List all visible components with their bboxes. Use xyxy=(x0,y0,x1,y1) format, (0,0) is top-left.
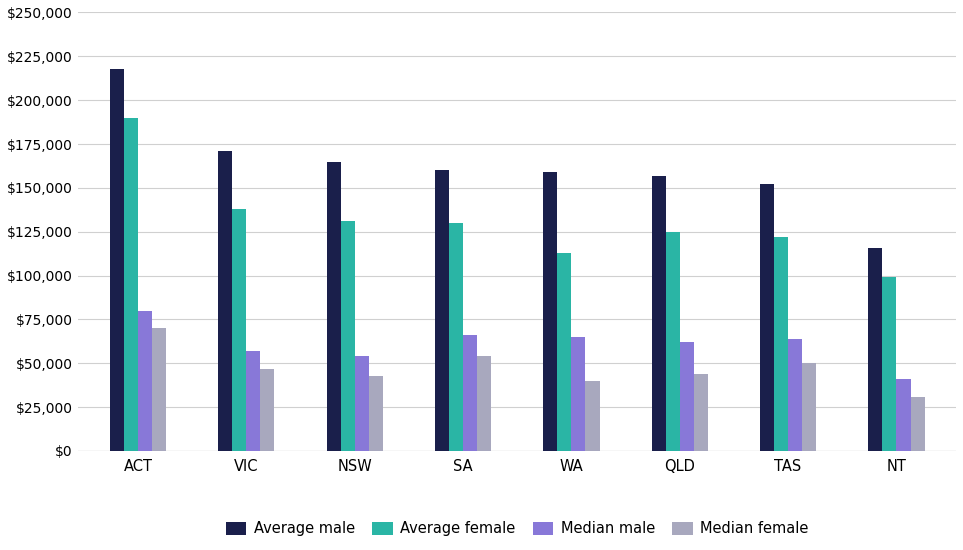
Bar xyxy=(110,69,124,451)
Bar xyxy=(247,351,260,451)
Bar xyxy=(369,376,383,451)
Bar xyxy=(232,209,247,451)
Bar xyxy=(354,356,369,451)
Bar xyxy=(219,151,232,451)
Bar xyxy=(693,374,708,451)
Bar xyxy=(869,248,882,451)
Bar xyxy=(802,364,817,451)
Bar xyxy=(138,311,152,451)
Bar xyxy=(680,342,693,451)
Bar xyxy=(463,335,477,451)
Bar xyxy=(260,368,274,451)
Bar xyxy=(760,184,774,451)
Bar xyxy=(788,339,802,451)
Bar xyxy=(341,221,354,451)
Bar xyxy=(571,337,586,451)
Bar xyxy=(449,223,463,451)
Bar xyxy=(774,237,788,451)
Legend: Average male, Average female, Median male, Median female: Average male, Average female, Median mal… xyxy=(221,515,814,542)
Bar xyxy=(124,118,138,451)
Bar xyxy=(586,381,600,451)
Bar xyxy=(897,379,911,451)
Bar xyxy=(911,397,924,451)
Bar xyxy=(882,277,897,451)
Bar xyxy=(652,175,665,451)
Bar xyxy=(152,328,167,451)
Bar xyxy=(665,232,680,451)
Bar xyxy=(558,253,571,451)
Bar xyxy=(477,356,491,451)
Bar xyxy=(326,162,341,451)
Bar xyxy=(543,172,558,451)
Bar xyxy=(435,170,449,451)
